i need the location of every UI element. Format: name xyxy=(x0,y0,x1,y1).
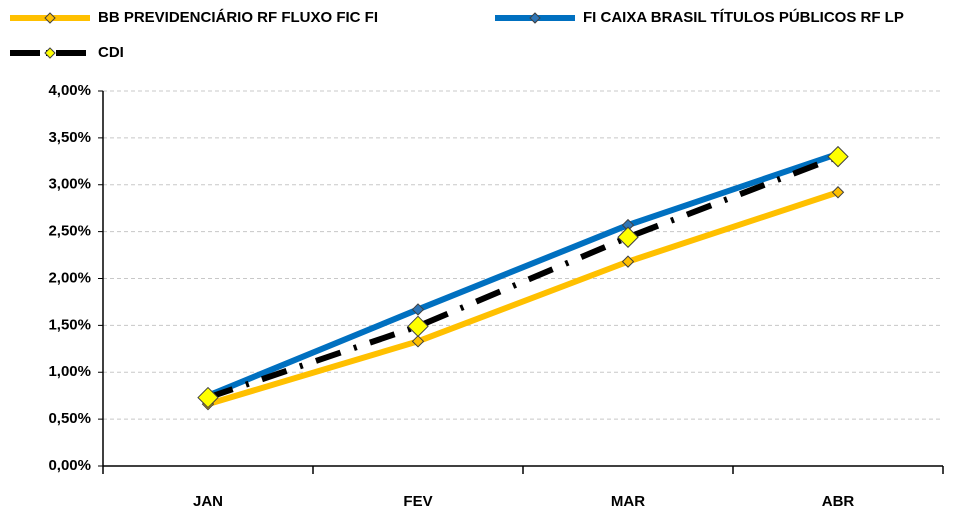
y-tick-label: 4,00% xyxy=(48,82,91,99)
y-tick-label: 3,50% xyxy=(48,129,91,146)
point-marker xyxy=(197,386,219,409)
legend-marker xyxy=(44,47,56,59)
point-marker xyxy=(411,303,425,316)
x-tick-label: FEV xyxy=(403,493,432,510)
y-tick-label: 3,00% xyxy=(48,176,91,193)
series-line xyxy=(207,189,839,407)
x-tick-label: ABR xyxy=(822,493,855,510)
point-marker xyxy=(407,315,429,338)
point-marker xyxy=(827,145,849,168)
legend-label: BB PREVIDENCIÁRIO RF FLUXO FIC FI xyxy=(98,9,378,26)
point-marker xyxy=(411,335,425,348)
point-marker xyxy=(831,186,845,199)
y-tick-label: 2,00% xyxy=(48,269,91,286)
legend-label: CDI xyxy=(98,44,124,61)
x-tick-label: MAR xyxy=(611,493,645,510)
legend-label: FI CAIXA BRASIL TÍTULOS PÚBLICOS RF LP xyxy=(583,8,904,26)
y-tick-label: 2,50% xyxy=(48,223,91,240)
legend-marker xyxy=(44,12,56,24)
legend-marker xyxy=(529,12,541,24)
y-tick-label: 1,50% xyxy=(48,316,91,333)
x-tick-label: JAN xyxy=(193,493,223,510)
series-line xyxy=(207,153,840,401)
point-marker xyxy=(621,255,635,268)
y-tick-label: 0,00% xyxy=(48,457,91,474)
y-tick-label: 1,00% xyxy=(48,363,91,380)
point-marker xyxy=(617,226,639,248)
y-tick-label: 0,50% xyxy=(48,410,91,427)
series-line xyxy=(206,150,839,399)
